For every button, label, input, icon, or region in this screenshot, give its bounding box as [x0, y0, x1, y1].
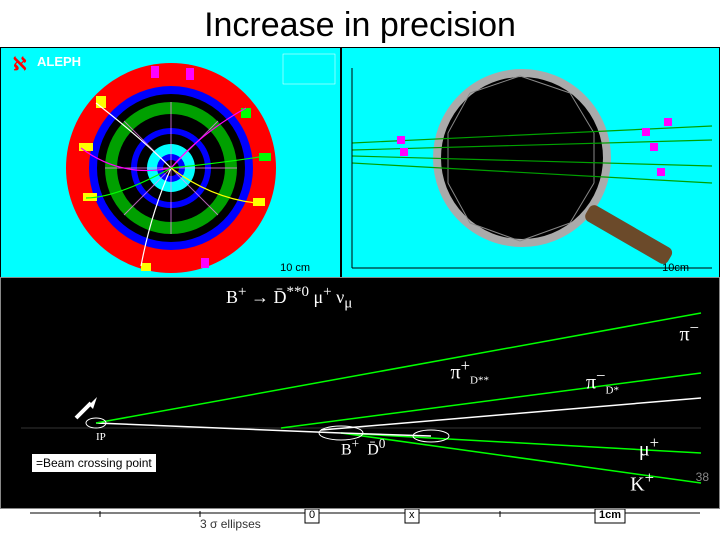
- beam-crossing-label: =Beam crossing point: [31, 453, 157, 473]
- sigma-ellipses-label: 3 σ ellipses: [200, 517, 261, 531]
- mu-plus-label: μ+: [639, 433, 659, 462]
- slide-number: 38: [696, 470, 709, 484]
- pi-plus-dstarstar-label: π+D**: [451, 356, 489, 387]
- magnify-panel: 10cm: [341, 47, 720, 279]
- magnify-svg: [342, 48, 720, 278]
- pi-minus-dstar-label: π−D*: [586, 366, 619, 397]
- axis-scale: 1cm: [599, 509, 621, 521]
- magnify-scale: 10cm: [662, 262, 689, 274]
- page-title: Increase in precision: [0, 0, 720, 47]
- detector-svg: [1, 48, 341, 278]
- detector-scale: 10 cm: [280, 262, 310, 274]
- top-row: ℵ ALEPH: [0, 47, 720, 277]
- pi-minus-label: π−: [679, 318, 699, 347]
- detector-panel: ℵ ALEPH: [0, 47, 341, 279]
- axis-zero: 0: [309, 509, 315, 521]
- beam-crossing-marker: IP: [76, 397, 106, 443]
- decay-chain-label: B+ → D̄**0 μ+ νμ: [226, 284, 352, 313]
- decay-panel: IP B+ → D̄**0 μ+ νμ π− π+D*: [0, 277, 720, 509]
- k-plus-label: K+: [630, 468, 654, 497]
- axis-x: x: [409, 509, 415, 521]
- axis-row: 0 x 1cm 3 σ ellipses: [0, 509, 720, 533]
- b-plus-vertex-label: B+ D̄0: [341, 436, 385, 459]
- svg-text:IP: IP: [96, 431, 106, 443]
